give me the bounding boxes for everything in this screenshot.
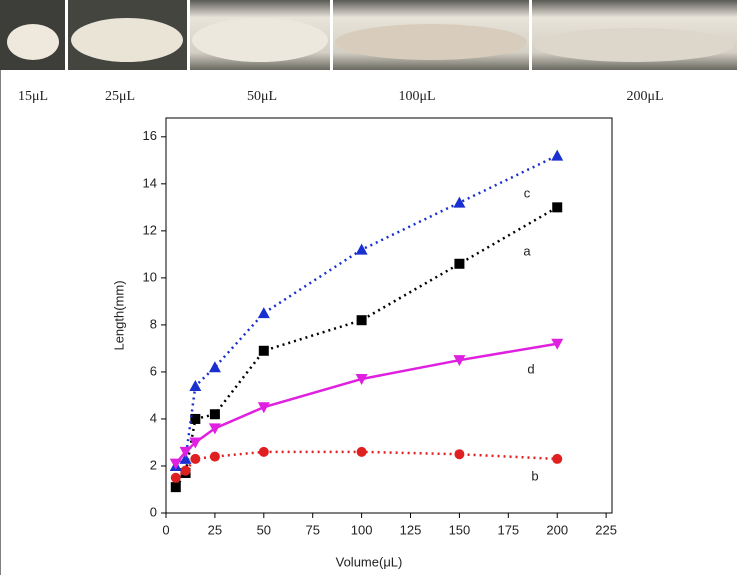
marker bbox=[208, 423, 221, 435]
marker bbox=[551, 149, 564, 161]
marker bbox=[355, 243, 368, 255]
marker bbox=[209, 409, 220, 420]
x-tick-label: 0 bbox=[162, 522, 169, 537]
volume-label: 50μL bbox=[247, 89, 277, 104]
y-tick-label: 16 bbox=[143, 128, 157, 143]
marker bbox=[356, 315, 367, 326]
x-tick-label: 175 bbox=[497, 522, 519, 537]
x-tick-label: 50 bbox=[257, 522, 271, 537]
series-label: b bbox=[531, 468, 538, 483]
y-tick-label: 14 bbox=[143, 175, 157, 190]
plot-frame bbox=[165, 117, 613, 514]
marker bbox=[454, 258, 465, 269]
marker bbox=[179, 452, 192, 464]
x-tick-label: 75 bbox=[305, 522, 319, 537]
series-label: d bbox=[527, 361, 534, 376]
marker bbox=[257, 402, 270, 414]
series-line bbox=[175, 154, 558, 467]
marker bbox=[552, 202, 563, 213]
marker bbox=[170, 472, 181, 483]
volume-label: 25μL bbox=[105, 89, 135, 104]
x-tick-label: 100 bbox=[351, 522, 373, 537]
x-tick-label: 125 bbox=[400, 522, 422, 537]
marker bbox=[190, 413, 201, 424]
y-tick-label: 8 bbox=[150, 316, 157, 331]
y-tick-label: 6 bbox=[150, 363, 157, 378]
x-tick-label: 200 bbox=[546, 522, 568, 537]
y-tick-label: 12 bbox=[143, 222, 157, 237]
marker bbox=[189, 437, 202, 449]
x-tick-label: 150 bbox=[449, 522, 471, 537]
marker bbox=[258, 446, 269, 457]
series-line bbox=[174, 206, 558, 488]
y-axis-title: Length(mm) bbox=[111, 280, 126, 350]
marker bbox=[190, 453, 201, 464]
marker bbox=[208, 361, 221, 373]
series-line bbox=[174, 342, 558, 465]
marker bbox=[551, 338, 564, 350]
series-line bbox=[175, 450, 558, 479]
marker bbox=[258, 345, 269, 356]
y-tick-label: 2 bbox=[150, 457, 157, 472]
marker bbox=[209, 451, 220, 462]
series-label: c bbox=[524, 185, 531, 200]
series-label: a bbox=[523, 243, 531, 258]
y-tick-label: 4 bbox=[150, 410, 157, 425]
x-tick-label: 225 bbox=[595, 522, 617, 537]
y-tick-label: 10 bbox=[143, 269, 157, 284]
marker bbox=[454, 449, 465, 460]
x-axis-title: Volume(μL) bbox=[336, 554, 403, 569]
marker bbox=[189, 380, 202, 392]
marker bbox=[355, 373, 368, 385]
photo-strip bbox=[0, 0, 737, 70]
marker bbox=[179, 446, 192, 458]
volume-label: 200μL bbox=[626, 89, 663, 104]
marker bbox=[180, 465, 191, 476]
marker bbox=[257, 307, 270, 319]
marker bbox=[552, 453, 563, 464]
marker bbox=[169, 458, 182, 470]
marker bbox=[453, 355, 466, 367]
volume-label: 15μL bbox=[18, 89, 48, 104]
volume-label: 100μL bbox=[398, 89, 435, 104]
x-tick-label: 25 bbox=[208, 522, 222, 537]
marker bbox=[356, 446, 367, 457]
marker bbox=[453, 196, 466, 208]
marker bbox=[170, 482, 181, 493]
y-tick-label: 0 bbox=[150, 504, 157, 519]
